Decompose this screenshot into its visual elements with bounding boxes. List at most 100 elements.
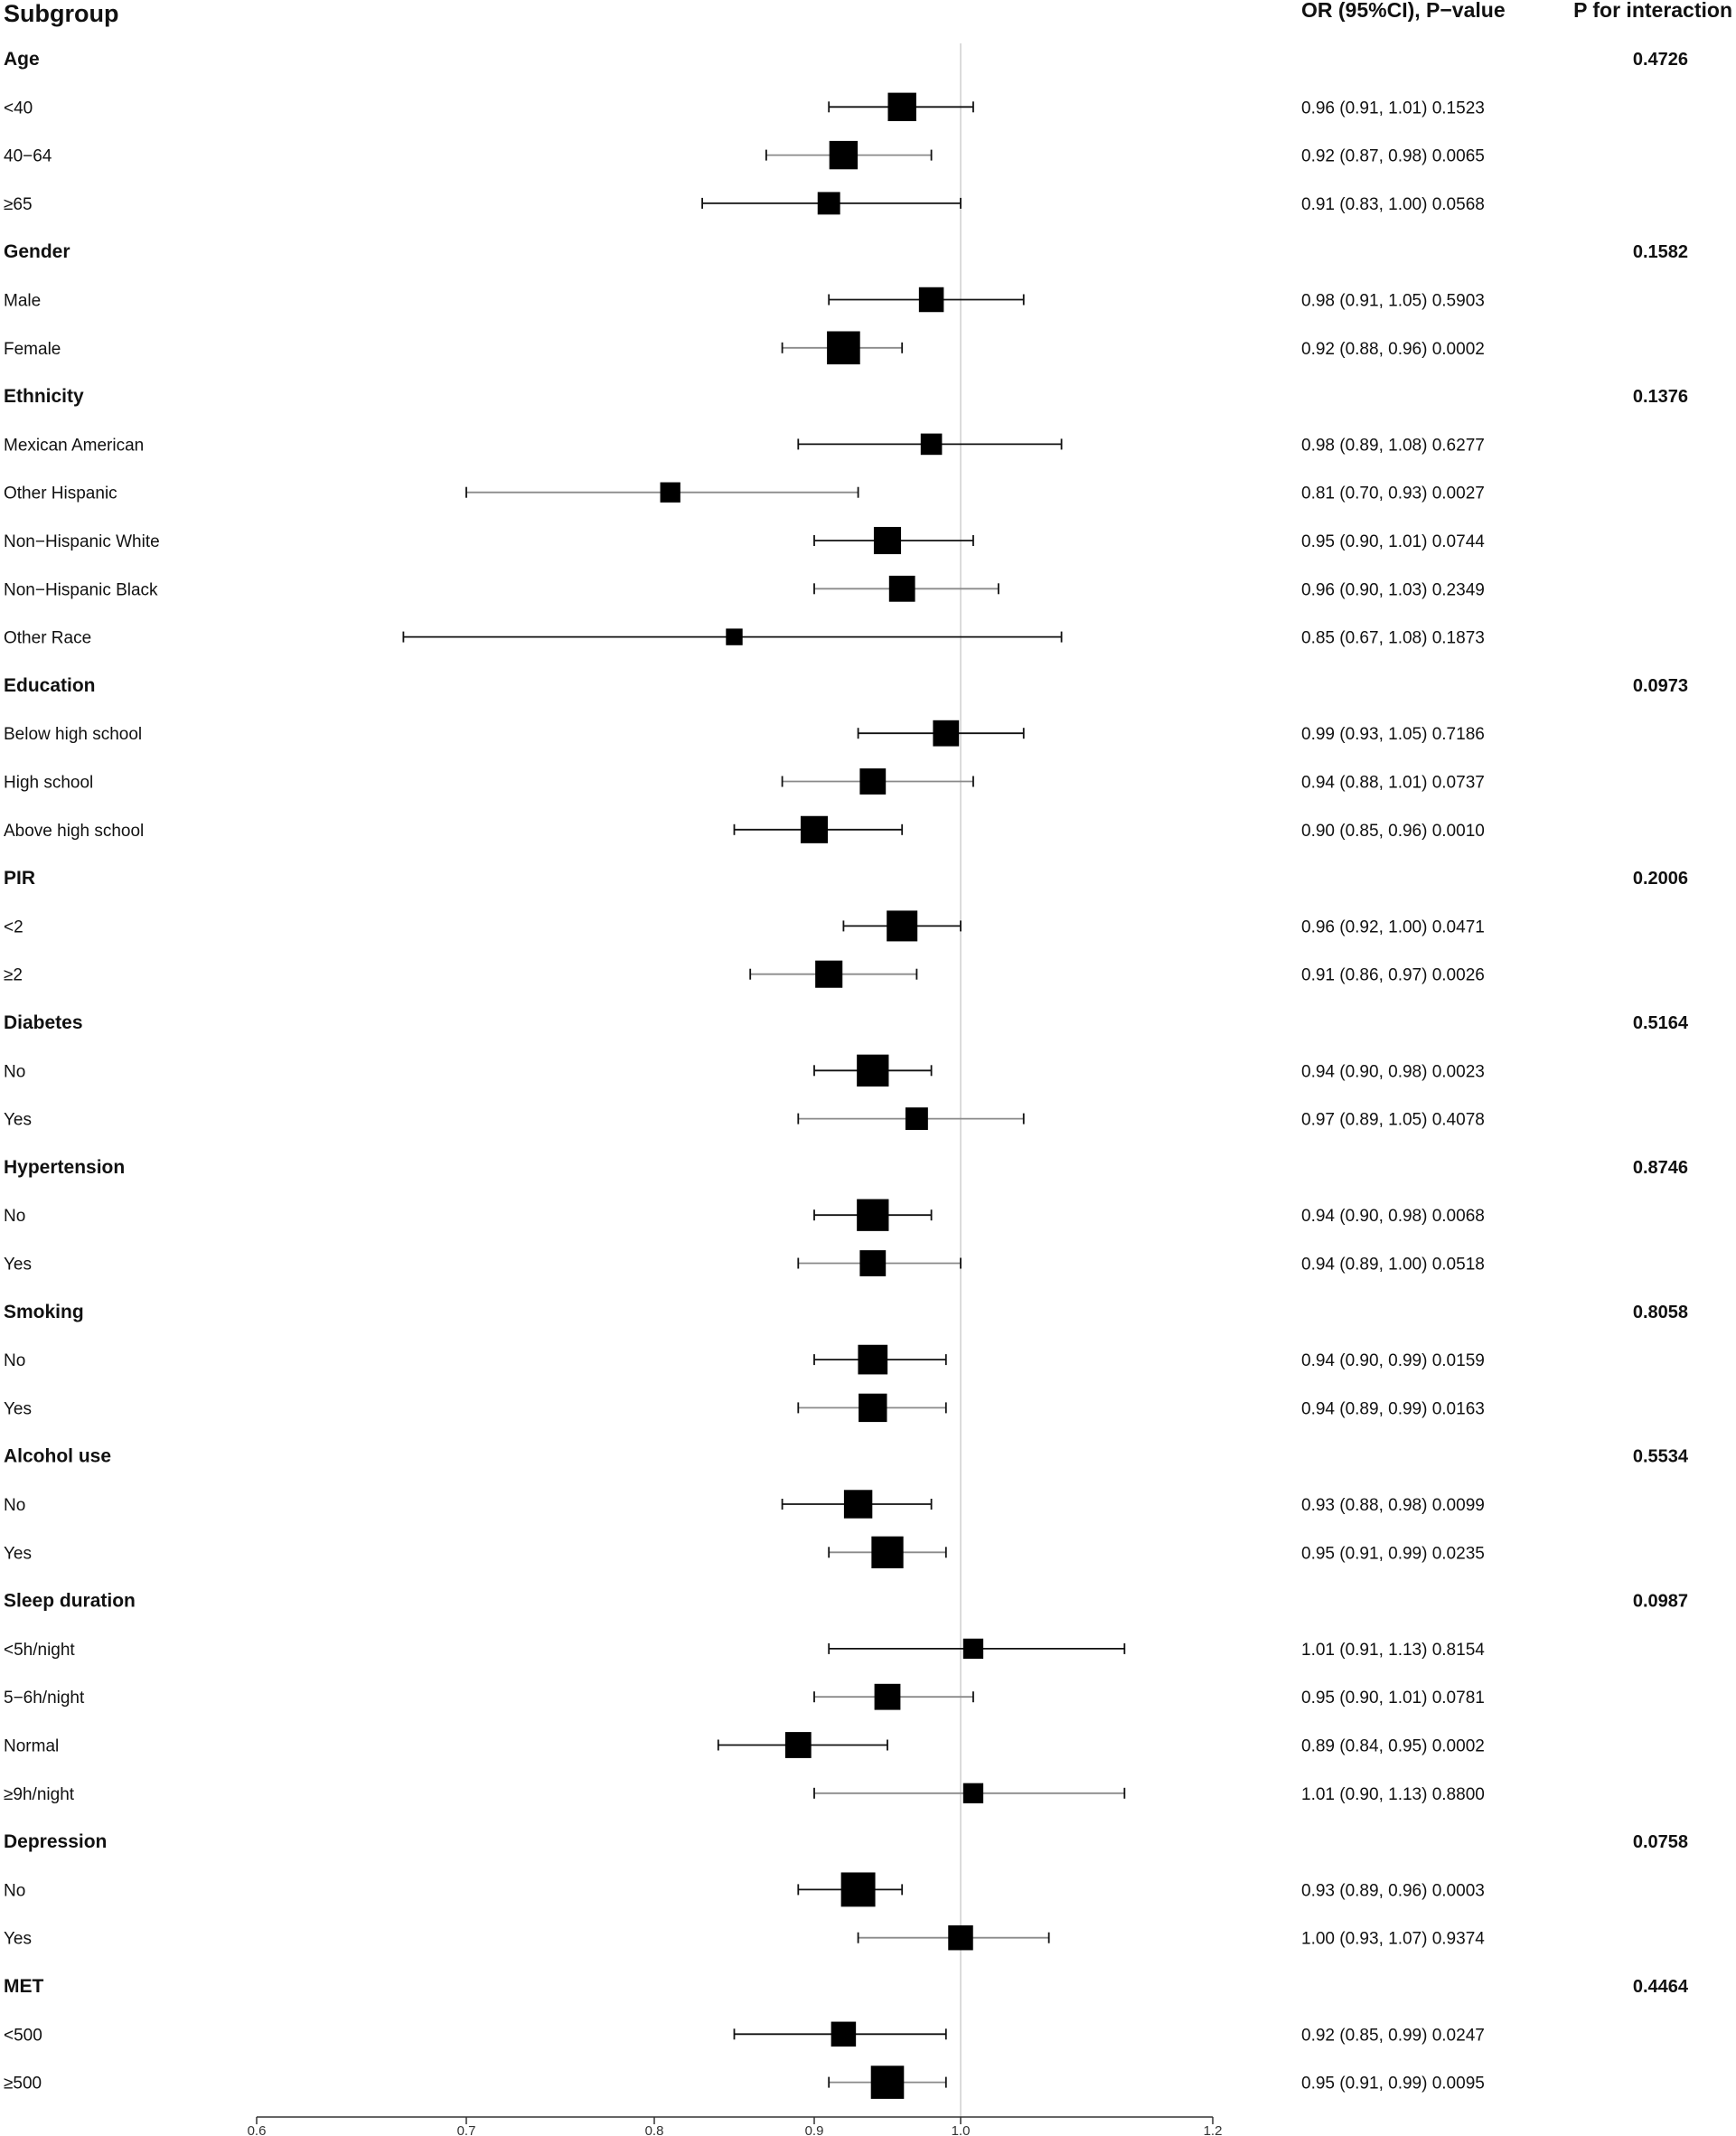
subgroup-label: <2 bbox=[4, 917, 23, 936]
x-tick-label: 0.7 bbox=[457, 2123, 476, 2136]
p-interaction: 0.0758 bbox=[1633, 1832, 1688, 1852]
or-point bbox=[888, 575, 915, 602]
or-text: 0.95 (0.90, 1.01) 0.0781 bbox=[1301, 1689, 1485, 1708]
subgroup-label: 40−64 bbox=[4, 147, 52, 166]
header-p-interaction: P for interaction bbox=[1573, 0, 1732, 22]
or-text: 1.00 (0.93, 1.07) 0.9374 bbox=[1301, 1930, 1485, 1949]
group-5: Diabetes 0.5164 No 0.94 (0.90, 0.98) 0.0023… bbox=[4, 1012, 1689, 1131]
subgroup-label: No bbox=[4, 1207, 25, 1226]
or-point bbox=[859, 1393, 887, 1423]
table-row: <500 0.92 (0.85, 0.99) 0.0247 bbox=[4, 2021, 1485, 2047]
table-row: Yes 0.94 (0.89, 1.00) 0.0518 bbox=[4, 1250, 1485, 1276]
table-row: Other Hispanic 0.81 (0.70, 0.93) 0.0027 bbox=[4, 482, 1485, 503]
or-text: 0.96 (0.92, 1.00) 0.0471 bbox=[1301, 917, 1485, 936]
table-row: Below high school 0.99 (0.93, 1.05) 0.718… bbox=[4, 720, 1485, 747]
subgroup-label: Above high school bbox=[4, 822, 144, 841]
table-row: Above high school 0.90 (0.85, 0.96) 0.001… bbox=[4, 815, 1485, 843]
or-text: 0.91 (0.86, 0.97) 0.0026 bbox=[1301, 966, 1485, 985]
or-point bbox=[827, 331, 860, 365]
table-row: ≥65 0.91 (0.83, 1.00) 0.0568 bbox=[4, 192, 1485, 215]
subgroup-label: No bbox=[4, 1496, 25, 1515]
group-2: Ethnicity 0.1376 Mexican American 0.98 (0.8… bbox=[4, 386, 1688, 647]
group-label: Alcohol use bbox=[4, 1446, 111, 1467]
or-text: 0.98 (0.89, 1.08) 0.6277 bbox=[1301, 436, 1485, 455]
table-row: Yes 0.97 (0.89, 1.05) 0.4078 bbox=[4, 1107, 1485, 1131]
or-text: 0.92 (0.85, 0.99) 0.0247 bbox=[1301, 2026, 1485, 2045]
subgroup-label: <500 bbox=[4, 2026, 42, 2045]
table-row: No 0.94 (0.90, 0.98) 0.0068 bbox=[4, 1199, 1485, 1231]
header-or: OR (95%CI), P−value bbox=[1301, 0, 1506, 22]
subgroup-label: No bbox=[4, 1062, 25, 1081]
p-interaction: 0.1376 bbox=[1633, 387, 1688, 407]
table-row: Female 0.92 (0.88, 0.96) 0.0002 bbox=[4, 331, 1485, 365]
or-point bbox=[817, 192, 840, 215]
subgroup-label: Non−Hispanic Black bbox=[4, 580, 158, 599]
or-text: 0.92 (0.88, 0.96) 0.0002 bbox=[1301, 340, 1485, 359]
table-row: No 0.93 (0.89, 0.96) 0.0003 bbox=[4, 1872, 1485, 1907]
or-point bbox=[905, 1107, 928, 1131]
group-label: PIR bbox=[4, 868, 35, 889]
x-tick-label: 1.0 bbox=[952, 2123, 971, 2136]
or-text: 0.94 (0.89, 1.00) 0.0518 bbox=[1301, 1256, 1485, 1275]
group-1: Gender 0.1582 Male 0.98 (0.91, 1.05) 0.5903… bbox=[4, 241, 1688, 365]
table-row: Male 0.98 (0.91, 1.05) 0.5903 bbox=[4, 287, 1485, 313]
table-row: Normal 0.89 (0.84, 0.95) 0.0002 bbox=[4, 1732, 1485, 1758]
subgroup-label: Normal bbox=[4, 1737, 59, 1756]
or-point bbox=[859, 768, 887, 795]
or-text: 0.89 (0.84, 0.95) 0.0002 bbox=[1301, 1737, 1485, 1756]
or-point bbox=[829, 140, 859, 170]
subgroup-label: No bbox=[4, 1351, 25, 1370]
p-interaction: 0.1582 bbox=[1633, 242, 1688, 262]
table-row: Non−Hispanic White 0.95 (0.90, 1.01) 0.07… bbox=[4, 526, 1485, 555]
or-text: 0.94 (0.90, 0.99) 0.0159 bbox=[1301, 1351, 1485, 1370]
subgroup-label: Yes bbox=[4, 1256, 32, 1275]
or-text: 0.96 (0.90, 1.03) 0.2349 bbox=[1301, 580, 1485, 599]
or-point bbox=[858, 1344, 888, 1375]
or-text: 0.94 (0.90, 0.98) 0.0023 bbox=[1301, 1062, 1485, 1081]
subgroup-label: Female bbox=[4, 340, 61, 359]
x-tick-label: 0.8 bbox=[645, 2123, 664, 2136]
group-label: Education bbox=[4, 675, 96, 696]
table-row: No 0.94 (0.90, 0.98) 0.0023 bbox=[4, 1054, 1485, 1087]
subgroup-label: ≥2 bbox=[4, 966, 23, 985]
subgroup-label: Below high school bbox=[4, 725, 142, 744]
table-row: ≥9h/night 1.01 (0.90, 1.13) 0.8800 bbox=[4, 1783, 1485, 1804]
or-text: 0.93 (0.89, 0.96) 0.0003 bbox=[1301, 1881, 1485, 1900]
table-row: No 0.93 (0.88, 0.98) 0.0099 bbox=[4, 1490, 1485, 1519]
subgroup-label: Yes bbox=[4, 1399, 32, 1418]
p-interaction: 0.5164 bbox=[1633, 1013, 1689, 1033]
or-point bbox=[887, 92, 916, 121]
or-point bbox=[962, 1783, 984, 1803]
group-3: Education 0.0973 Below high school 0.99 (0.… bbox=[4, 675, 1688, 843]
subgroup-label: Yes bbox=[4, 1544, 32, 1563]
or-text: 0.97 (0.89, 1.05) 0.4078 bbox=[1301, 1111, 1485, 1130]
group-6: Hypertension 0.8746 No 0.94 (0.90, 0.98) 0.… bbox=[4, 1157, 1688, 1276]
or-point bbox=[857, 1054, 889, 1087]
or-text: 0.91 (0.83, 1.00) 0.0568 bbox=[1301, 195, 1485, 214]
or-text: 0.90 (0.85, 0.96) 0.0010 bbox=[1301, 822, 1485, 841]
table-row: 5−6h/night 0.95 (0.90, 1.01) 0.0781 bbox=[4, 1683, 1485, 1710]
table-row: Other Race 0.85 (0.67, 1.08) 0.1873 bbox=[4, 628, 1485, 648]
or-point bbox=[874, 1683, 901, 1710]
group-label: Depression bbox=[4, 1831, 107, 1852]
p-interaction: 0.5534 bbox=[1633, 1447, 1689, 1467]
or-point bbox=[933, 720, 960, 747]
or-text: 0.99 (0.93, 1.05) 0.7186 bbox=[1301, 725, 1485, 744]
table-row: <5h/night 1.01 (0.91, 1.13) 0.8154 bbox=[4, 1638, 1485, 1660]
or-point bbox=[840, 1872, 876, 1907]
or-point bbox=[660, 482, 680, 503]
subgroup-label: Yes bbox=[4, 1930, 32, 1949]
group-9: Sleep duration 0.0987 <5h/night 1.01 (0.91,… bbox=[4, 1591, 1688, 1804]
or-point bbox=[815, 960, 843, 988]
or-point bbox=[918, 287, 944, 313]
subgroup-label: ≥500 bbox=[4, 2075, 42, 2094]
p-interaction: 0.0987 bbox=[1633, 1592, 1688, 1612]
x-axis: 0.6 0.7 0.8 0.9 1.0 1.2 bbox=[248, 2116, 1222, 2136]
subgroup-label: ≥9h/night bbox=[4, 1785, 75, 1804]
subgroup-label: Male bbox=[4, 292, 41, 311]
group-label: Gender bbox=[4, 241, 70, 262]
subgroup-label: Yes bbox=[4, 1111, 32, 1130]
subgroup-label: 5−6h/night bbox=[4, 1689, 85, 1708]
or-text: 0.95 (0.91, 0.99) 0.0235 bbox=[1301, 1544, 1485, 1563]
